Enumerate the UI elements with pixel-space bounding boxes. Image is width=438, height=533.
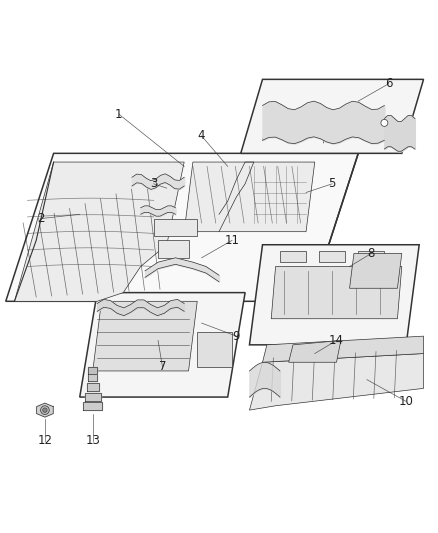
Text: 3: 3 — [150, 177, 157, 190]
Polygon shape — [289, 341, 341, 362]
Bar — [280, 251, 306, 262]
Polygon shape — [184, 162, 315, 232]
Polygon shape — [88, 367, 97, 374]
Polygon shape — [250, 245, 419, 345]
Polygon shape — [88, 374, 97, 382]
Polygon shape — [83, 402, 102, 410]
Text: 5: 5 — [328, 177, 336, 190]
Polygon shape — [241, 79, 424, 154]
Text: 2: 2 — [37, 212, 44, 225]
Text: 13: 13 — [85, 434, 100, 447]
Polygon shape — [80, 293, 245, 397]
Text: 1: 1 — [115, 108, 123, 120]
Text: 12: 12 — [37, 434, 53, 447]
Bar — [197, 332, 232, 367]
Text: 8: 8 — [367, 247, 375, 260]
Polygon shape — [85, 393, 101, 400]
Polygon shape — [93, 301, 197, 371]
Text: 10: 10 — [399, 395, 413, 408]
Polygon shape — [37, 403, 53, 417]
Circle shape — [381, 119, 388, 126]
Text: 6: 6 — [385, 77, 392, 90]
Polygon shape — [14, 162, 184, 301]
Bar — [358, 251, 385, 262]
Circle shape — [41, 406, 49, 415]
Polygon shape — [87, 383, 99, 391]
Circle shape — [43, 408, 47, 413]
Polygon shape — [250, 353, 424, 410]
Text: 14: 14 — [329, 334, 344, 347]
Text: 9: 9 — [233, 329, 240, 343]
Polygon shape — [262, 336, 424, 362]
Bar — [319, 251, 345, 262]
FancyBboxPatch shape — [154, 219, 197, 236]
Text: 11: 11 — [225, 234, 240, 247]
Text: 7: 7 — [159, 360, 166, 373]
Polygon shape — [271, 266, 402, 319]
Polygon shape — [6, 154, 358, 301]
Text: 4: 4 — [198, 130, 205, 142]
Bar — [158, 240, 188, 258]
Polygon shape — [350, 254, 402, 288]
